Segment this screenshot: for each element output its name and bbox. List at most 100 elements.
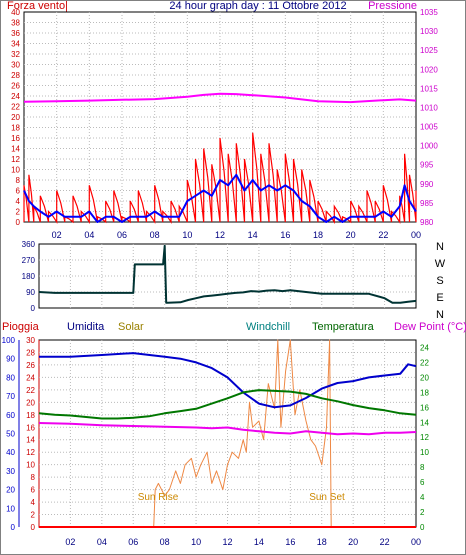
x-tick-label: 22 — [380, 537, 390, 547]
x-tick-label: 14 — [254, 537, 264, 547]
direction-tick-label: 360 — [22, 240, 36, 249]
left-tick-label: 10 — [11, 166, 20, 175]
left-tick-label: 36 — [11, 29, 20, 38]
left-tick-label: 18 — [11, 124, 20, 133]
bottom-series — [38, 339, 417, 528]
left-tick-label: 8 — [16, 176, 21, 185]
x-tick-label: 06 — [128, 537, 138, 547]
right-tick-label: 985 — [420, 199, 434, 208]
humidity-tick-label: 20 — [6, 486, 15, 495]
temp-tick-label: 24 — [420, 343, 429, 352]
top-right-tick-labels: 980 985 990 995 1000 1005 1010 1015 1020 1025 1030… — [420, 8, 438, 227]
temp-tick-label: 14 — [420, 418, 429, 427]
humidity-tick-label: 40 — [6, 448, 15, 457]
humidity-tick-label: 30 — [6, 467, 15, 476]
x-tick-label: 20 — [348, 537, 358, 547]
rain-axis-label: Pioggia — [2, 321, 40, 333]
temp-tick-label: 16 — [420, 403, 429, 412]
direction-tick-label: 0 — [31, 304, 36, 313]
compass-label: N — [436, 241, 444, 253]
x-tick-label: 10 — [182, 230, 192, 240]
humidity-legend: Umidita — [67, 321, 105, 333]
rain-tick-label: 20 — [26, 398, 35, 407]
x-tick-label: 12 — [222, 537, 232, 547]
temp-tick-label: 4 — [420, 493, 425, 502]
rain-tick-label: 0 — [31, 523, 36, 532]
temperature-line — [38, 389, 417, 420]
right-tick-label: 995 — [420, 161, 434, 170]
humidity-tick-label: 10 — [6, 504, 15, 513]
temp-tick-label: 0 — [420, 523, 425, 532]
x-tick-label: 04 — [97, 537, 107, 547]
x-tick-label: 02 — [52, 230, 62, 240]
rain-tick-label: 6 — [31, 486, 36, 495]
compass-label: W — [435, 258, 446, 270]
mid-tick-labels: 0 90 180 270 360 — [22, 240, 36, 313]
compass-label: E — [436, 292, 443, 304]
left-tick-label: 32 — [11, 50, 20, 59]
compass-label: S — [436, 275, 443, 287]
rain-tick-label: 22 — [26, 386, 35, 395]
x-tick-label: 18 — [313, 230, 323, 240]
solar-line — [153, 339, 332, 528]
x-tick-label: 22 — [378, 230, 388, 240]
left-tick-label: 16 — [11, 134, 20, 143]
bottom-x-tick-labels: 02 04 06 08 10 12 14 16 18 20 22 00 — [65, 537, 421, 547]
temp-tick-label: 2 — [420, 508, 425, 517]
rain-tick-label: 14 — [26, 436, 35, 445]
left-tick-label: 28 — [11, 71, 20, 80]
x-tick-label: 16 — [285, 537, 295, 547]
rain-tick-label: 12 — [26, 448, 35, 457]
solar-legend: Solar — [118, 321, 144, 333]
right-tick-label: 1030 — [420, 27, 438, 36]
dewpoint-line — [38, 422, 417, 436]
temp-tick-label: 18 — [420, 388, 429, 397]
temp-tick-label: 12 — [420, 433, 429, 442]
rain-tick-label: 2 — [31, 511, 36, 520]
left-tick-label: 2 — [16, 208, 21, 217]
x-tick-label: 00 — [411, 230, 421, 240]
rain-tick-label: 8 — [31, 473, 36, 482]
pressure-axis-label: Pressione — [368, 0, 417, 12]
left-tick-label: 30 — [11, 61, 20, 70]
left-tick-label: 0 — [16, 218, 21, 227]
rain-tick-label: 30 — [26, 336, 35, 345]
left-tick-label: 20 — [11, 113, 20, 122]
rain-tick-label: 24 — [26, 373, 35, 382]
sunrise-annotation: Sun Rise — [138, 492, 179, 503]
x-tick-label: 20 — [346, 230, 356, 240]
right-tick-label: 1020 — [420, 65, 438, 74]
temp-tick-label: 8 — [420, 463, 425, 472]
left-tick-label: 12 — [11, 155, 20, 164]
top-series — [23, 92, 417, 225]
humidity-tick-label: 70 — [6, 392, 15, 401]
humidity-tick-label: 90 — [6, 355, 15, 364]
direction-tick-label: 90 — [26, 288, 35, 297]
pressure-line — [23, 92, 417, 104]
temperature-legend: Temperatura — [312, 321, 375, 333]
rain-tick-label: 16 — [26, 423, 35, 432]
right-tick-label: 980 — [420, 218, 434, 227]
temp-tick-label: 10 — [420, 448, 429, 457]
x-tick-label: 08 — [160, 537, 170, 547]
right-tick-label: 1005 — [420, 123, 438, 132]
mid-plot-area — [38, 243, 417, 309]
humidity-tick-label: 80 — [6, 373, 15, 382]
right-tick-label: 1025 — [420, 46, 438, 55]
humidity-tick-label: 100 — [2, 336, 16, 345]
x-tick-label: 16 — [280, 230, 290, 240]
temp-tick-label: 22 — [420, 358, 429, 367]
windchill-legend: Windchill — [246, 321, 290, 333]
title: 24 hour graph day : 11 Ottobre 2012 — [169, 0, 346, 12]
left-tick-label: 14 — [11, 145, 20, 154]
left-tick-label: 34 — [11, 40, 20, 49]
right-tick-label: 1035 — [420, 8, 438, 17]
right-tick-label: 1000 — [420, 142, 438, 151]
humidity-tick-label: 60 — [6, 411, 15, 420]
temp-tick-label: 6 — [420, 478, 425, 487]
humidity-line — [39, 352, 417, 409]
